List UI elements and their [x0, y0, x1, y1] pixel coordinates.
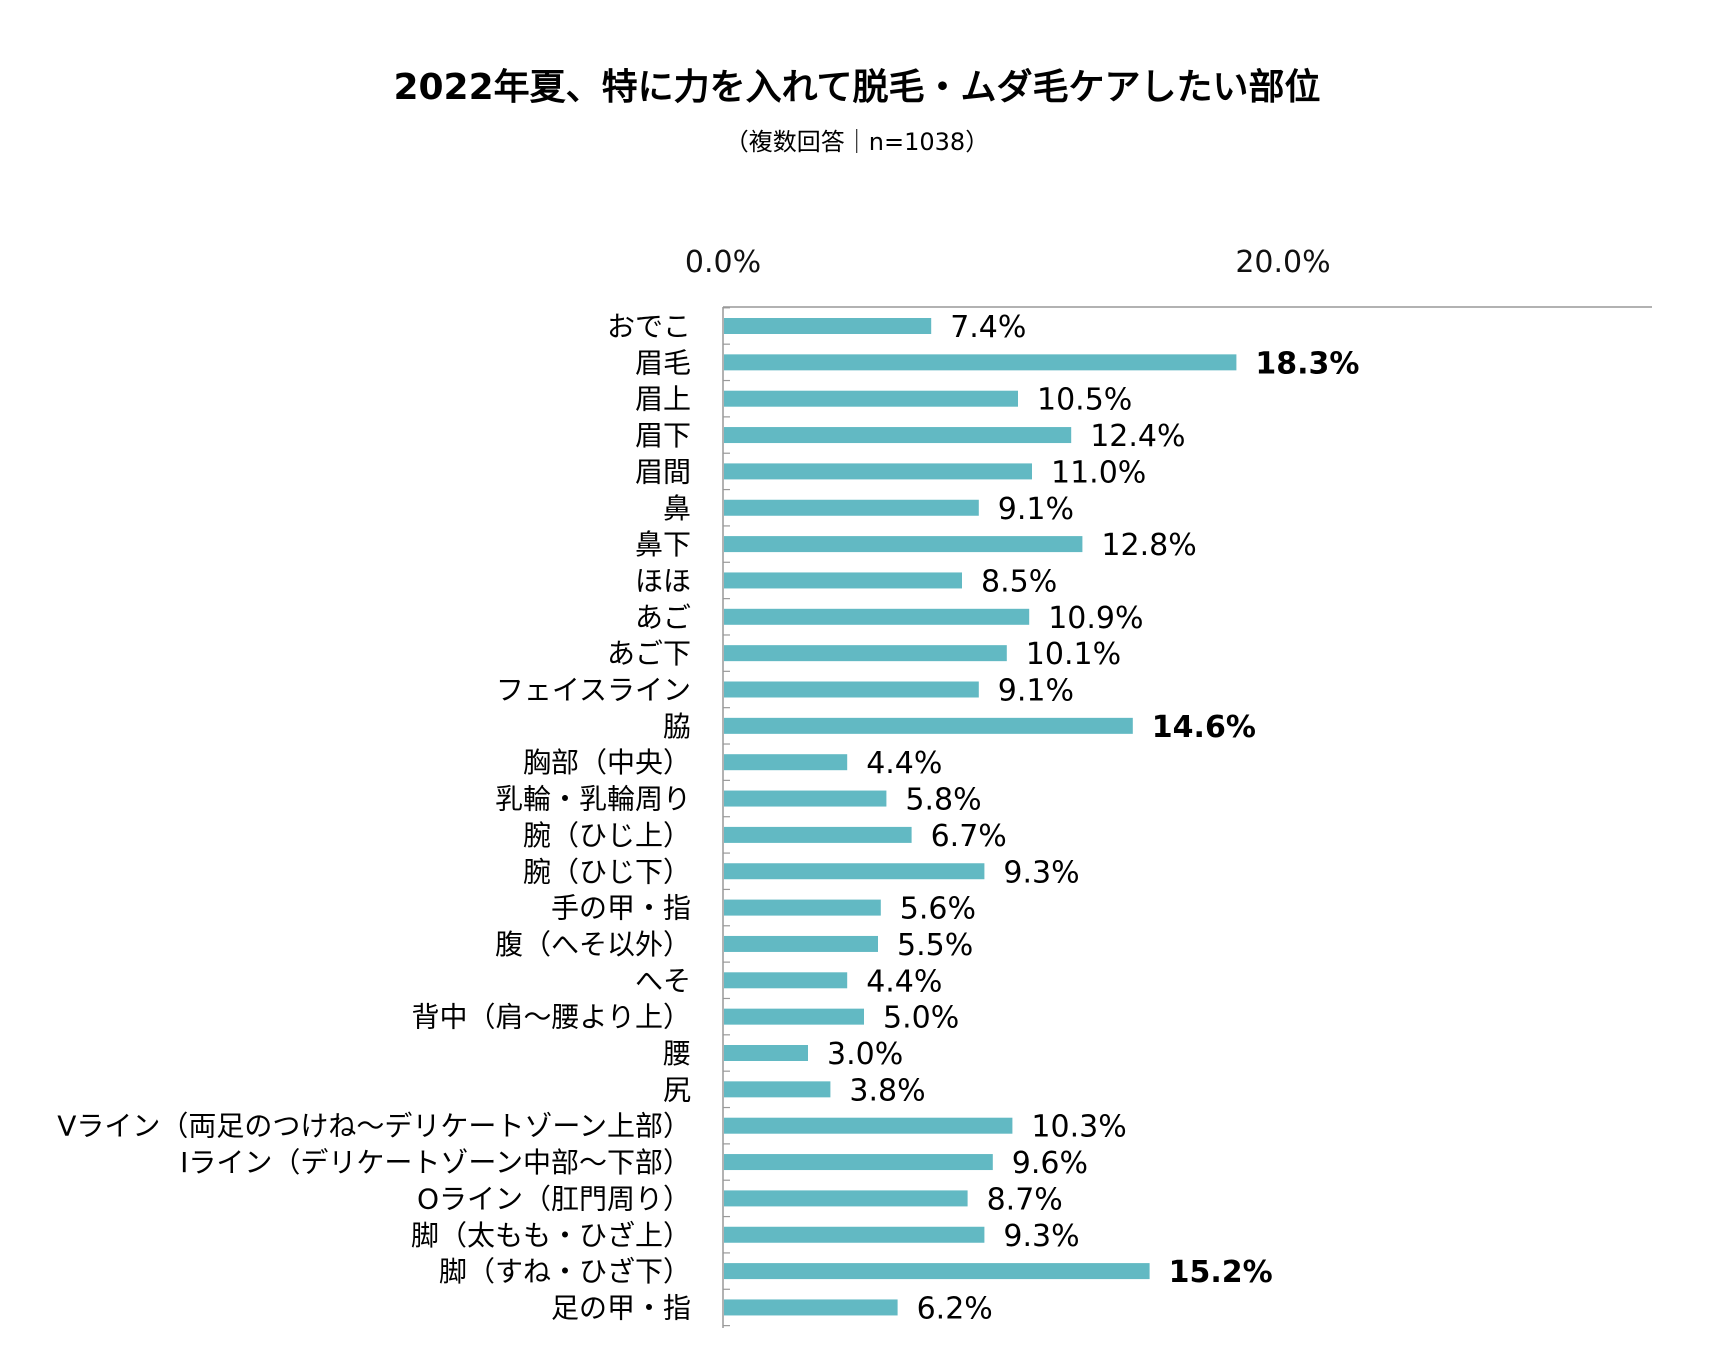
bar: [724, 1045, 808, 1061]
data-label: 12.8%: [1101, 528, 1196, 563]
bar: [724, 1226, 985, 1243]
data-label: 3.0%: [827, 1037, 903, 1072]
category-label: 乳輪・乳輪周り: [495, 783, 691, 816]
category-label: へそ: [635, 964, 691, 997]
chart-subtitle: （複数回答｜n=1038）: [724, 128, 990, 156]
data-label: 4.4%: [866, 964, 942, 999]
bar: [724, 826, 912, 843]
bar: [724, 972, 848, 989]
bar: [724, 645, 1007, 662]
bar: [724, 390, 1018, 407]
bar: [724, 717, 1133, 734]
data-label: 10.1%: [1026, 637, 1121, 672]
category-label: 腕（ひじ上）: [523, 819, 691, 852]
bar: [724, 536, 1083, 553]
data-label: 5.6%: [900, 892, 976, 927]
bar: [724, 1081, 831, 1098]
category-label: フェイスライン: [496, 674, 691, 707]
category-label: Oライン（肛門周り）: [417, 1182, 691, 1215]
bar: [724, 1263, 1150, 1280]
data-label: 6.7%: [931, 819, 1007, 854]
category-label: 眉下: [635, 419, 691, 452]
bar: [724, 499, 979, 516]
data-label: 8.5%: [981, 564, 1057, 599]
category-label: あご下: [607, 637, 691, 670]
x-tick-label: 20.0%: [1235, 245, 1330, 280]
data-label: 5.0%: [883, 1001, 959, 1036]
category-label: 眉毛: [635, 346, 691, 379]
bar: [724, 427, 1072, 444]
data-label: 12.4%: [1090, 419, 1185, 454]
category-label: 足の甲・指: [551, 1291, 691, 1324]
data-label: 8.7%: [987, 1182, 1063, 1217]
category-label: ほほ: [635, 564, 691, 597]
category-label: 鼻下: [635, 528, 691, 561]
bar: [724, 354, 1237, 371]
data-label: 5.5%: [897, 928, 973, 963]
data-label: 9.1%: [998, 492, 1074, 527]
bar: [724, 608, 1030, 625]
bar: [724, 790, 887, 807]
data-label: 18.3%: [1255, 346, 1359, 381]
category-label: 鼻: [663, 492, 691, 525]
category-label: あご: [635, 601, 691, 634]
data-label: 9.3%: [1003, 855, 1079, 890]
data-label: 11.0%: [1051, 455, 1146, 490]
category-label: 手の甲・指: [551, 892, 691, 925]
data-label: 10.3%: [1031, 1110, 1126, 1145]
bar: [724, 1117, 1013, 1134]
category-label: Vライン（両足のつけね～デリケートゾーン上部）: [57, 1110, 691, 1143]
bar: [724, 572, 962, 589]
bar: [724, 935, 878, 952]
data-label: 9.3%: [1003, 1219, 1079, 1254]
data-label: 10.5%: [1037, 383, 1132, 418]
category-label: 脚（太もも・ひざ上）: [411, 1219, 691, 1252]
category-label: 脚（すね・ひざ下）: [439, 1255, 691, 1288]
category-label: 腕（ひじ下）: [523, 855, 691, 888]
data-label: 5.8%: [905, 783, 981, 818]
data-label: 9.6%: [1012, 1146, 1088, 1181]
data-label: 15.2%: [1169, 1255, 1273, 1290]
bar: [724, 681, 979, 698]
category-label: 脇: [663, 710, 691, 743]
bar: [724, 863, 985, 880]
bar: [724, 1154, 993, 1171]
data-label: 4.4%: [866, 746, 942, 781]
bar: [724, 899, 881, 916]
category-label: 尻: [663, 1073, 691, 1106]
category-label: おでこ: [607, 310, 691, 343]
chart-title: 2022年夏、特に力を入れて脱毛・ムダ毛ケアしたい部位: [393, 67, 1321, 108]
data-label: 7.4%: [950, 310, 1026, 345]
bar: [724, 1008, 864, 1025]
data-label: 14.6%: [1152, 710, 1256, 745]
category-label: 胸部（中央）: [523, 746, 691, 779]
data-label: 6.2%: [917, 1291, 993, 1326]
category-label: 腹（へそ以外）: [495, 928, 691, 961]
data-label: 9.1%: [998, 674, 1074, 709]
category-label: 背中（肩～腰より上）: [412, 1001, 691, 1034]
bar: [724, 1299, 898, 1316]
category-label: Iライン（デリケートゾーン中部～下部）: [180, 1146, 691, 1179]
category-label: 眉上: [635, 383, 691, 416]
bar: [724, 463, 1032, 480]
data-label: 3.8%: [849, 1073, 925, 1108]
bar: [724, 1190, 968, 1207]
bar: [724, 754, 848, 771]
category-label: 腰: [663, 1037, 691, 1070]
x-tick-label: 0.0%: [685, 245, 761, 280]
bar: [724, 318, 932, 334]
data-label: 10.9%: [1048, 601, 1143, 636]
category-label: 眉間: [635, 455, 691, 488]
